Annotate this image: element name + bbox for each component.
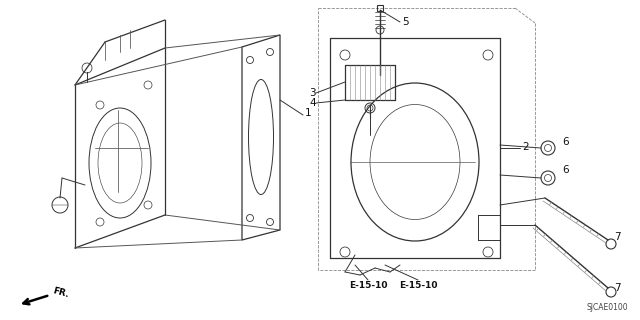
Text: 7: 7 xyxy=(614,283,621,293)
Text: 5: 5 xyxy=(402,17,408,27)
Text: 3: 3 xyxy=(309,88,316,98)
Text: E-15-10: E-15-10 xyxy=(349,281,387,290)
Text: 6: 6 xyxy=(562,137,568,147)
Text: FR.: FR. xyxy=(52,286,70,300)
Text: 1: 1 xyxy=(305,108,312,118)
Text: 4: 4 xyxy=(309,98,316,108)
Text: 2: 2 xyxy=(522,142,529,152)
Text: SJCAE0100: SJCAE0100 xyxy=(586,303,628,313)
Text: 6: 6 xyxy=(562,165,568,175)
Text: 7: 7 xyxy=(614,232,621,242)
Text: E-15-10: E-15-10 xyxy=(399,281,437,290)
